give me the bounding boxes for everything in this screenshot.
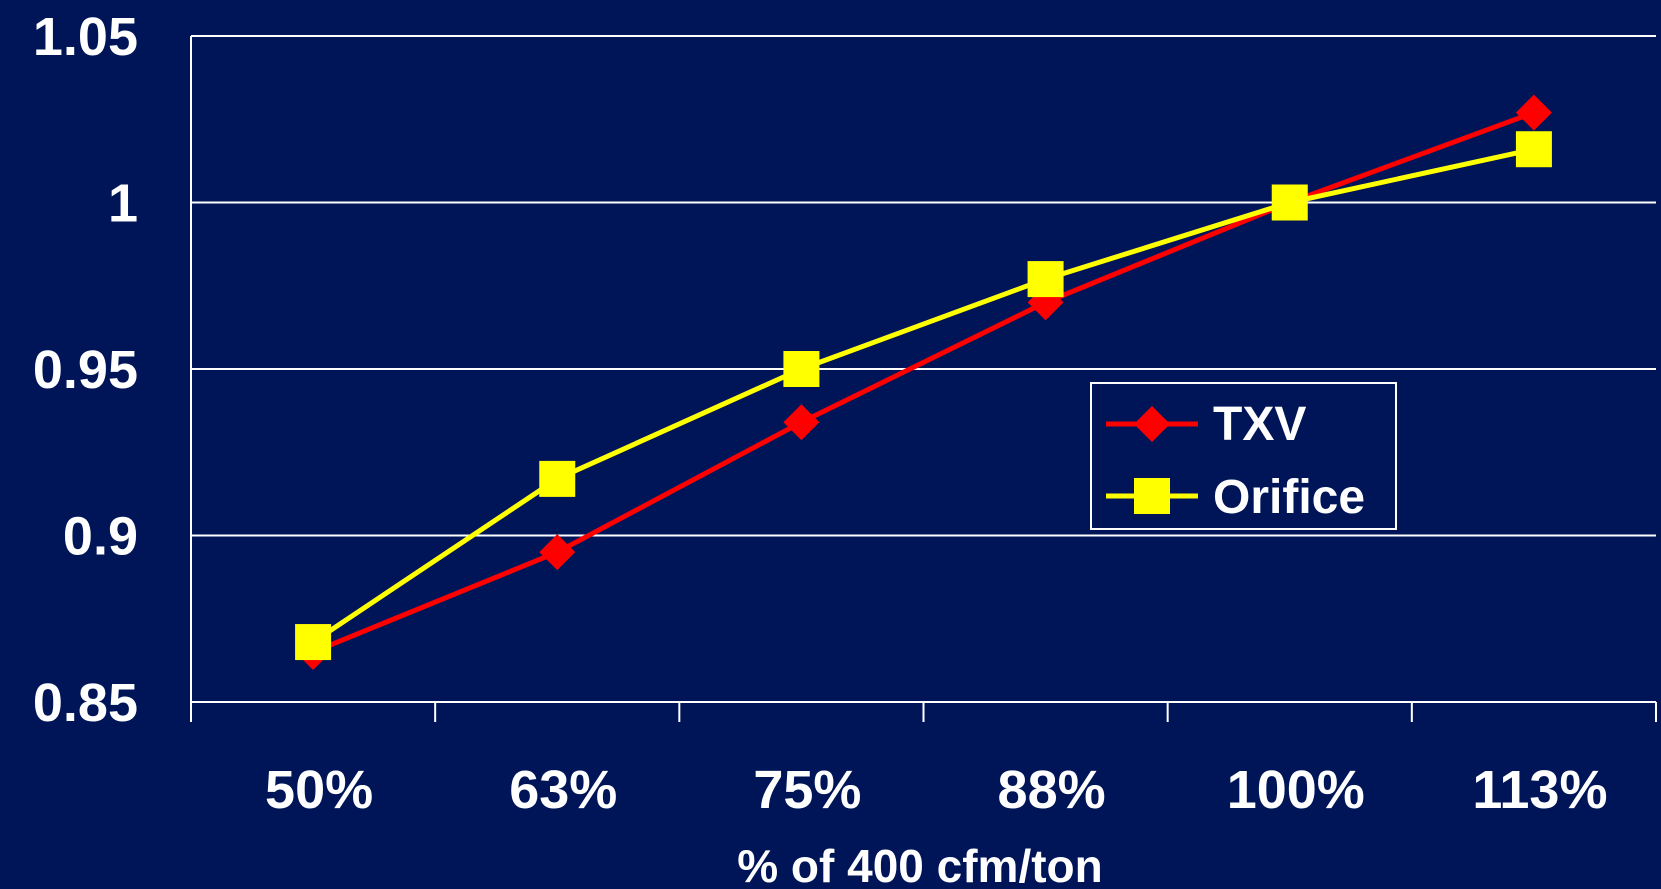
series-line-orifice: [311, 146, 1535, 645]
data-point-txv: [1515, 94, 1552, 131]
x-tick-label: 113%: [1472, 760, 1607, 820]
data-point-orifice: [783, 351, 820, 387]
x-tick-label: 75%: [753, 760, 861, 820]
data-point-txv: [539, 534, 576, 571]
data-point-orifice: [1271, 184, 1308, 221]
y-tick-label: 0.85: [33, 673, 138, 733]
x-axis-tick-labels: 50% 63% 75% 88% 100% 113%: [265, 760, 1607, 820]
data-point-orifice: [295, 624, 332, 661]
y-tick-label: 1: [108, 174, 138, 234]
gridlines: [191, 35, 1656, 703]
y-tick-label: 0.9: [63, 507, 138, 567]
legend-label-orifice: Orifice: [1213, 471, 1365, 524]
data-point-orifice: [1515, 131, 1552, 168]
data-point-orifice: [1027, 261, 1064, 298]
x-tick-label: 88%: [998, 760, 1106, 820]
legend-item-txv: TXV: [1106, 398, 1306, 451]
legend: TXV Orifice: [1090, 382, 1397, 530]
legend-box: [1090, 382, 1397, 530]
y-tick-label: 0.95: [33, 340, 138, 400]
legend-marker-txv: [1134, 406, 1170, 442]
y-axis-tick-labels: 0.85 0.9 0.95 1 1.05: [33, 7, 138, 733]
series-layer: [295, 94, 1552, 671]
y-tick-label: 1.05: [33, 7, 138, 67]
legend-marker-orifice: [1134, 478, 1170, 514]
x-axis-title: % of 400 cfm/ton: [737, 840, 1103, 889]
legend-label-txv: TXV: [1213, 398, 1306, 451]
x-tick-label: 50%: [265, 760, 373, 820]
x-tick-label: 100%: [1227, 760, 1365, 820]
x-tick-label: 63%: [509, 760, 617, 820]
axes: [190, 36, 1657, 722]
series-line-txv: [312, 110, 1535, 655]
data-point-txv: [783, 404, 820, 441]
legend-item-orifice: Orifice: [1106, 471, 1365, 524]
data-point-orifice: [539, 460, 576, 497]
